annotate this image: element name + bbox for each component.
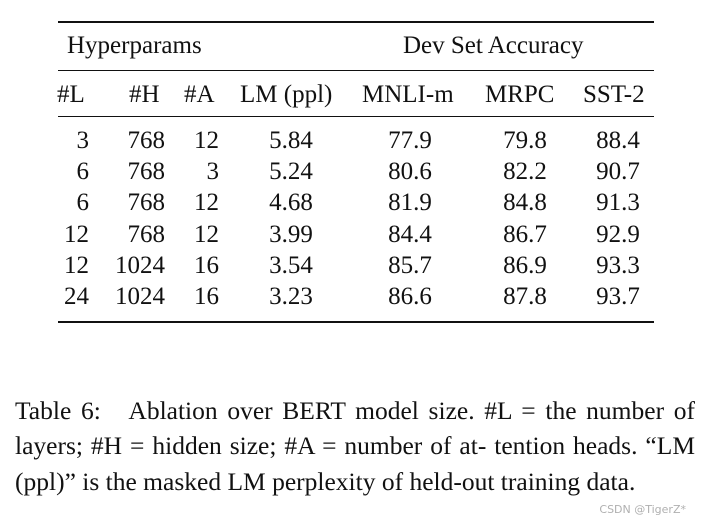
group-header-dev-set-accuracy: Dev Set Accuracy	[403, 32, 584, 59]
column-header-sst-2: SST-2	[583, 81, 645, 108]
cell-mnli-m: 84.4	[388, 221, 432, 248]
cell-layers: 6	[76, 189, 90, 216]
column-header-attention-heads: #A	[184, 81, 215, 108]
cell-lm-ppl: 5.24	[269, 158, 313, 185]
cell-hidden-size: 768	[127, 221, 166, 248]
cell-attention-heads: 3	[206, 158, 220, 185]
cell-lm-ppl: 4.68	[269, 189, 313, 216]
cell-mnli-m: 81.9	[388, 189, 432, 216]
cell-mrpc: 86.7	[503, 221, 547, 248]
cell-hidden-size: 768	[127, 158, 166, 185]
table-caption: Table 6: Ablation over BERT model size. …	[15, 393, 695, 500]
cell-hidden-size: 1024	[115, 283, 165, 310]
cell-mnli-m: 85.7	[388, 252, 432, 279]
cell-hidden-size: 768	[127, 189, 166, 216]
column-header-layers: #L	[57, 81, 85, 108]
cell-hidden-size: 768	[127, 127, 166, 154]
column-header-mnli-m: MNLI-m	[362, 81, 454, 108]
cell-layers: 12	[64, 221, 89, 248]
cell-attention-heads: 12	[194, 189, 219, 216]
caption-text: Ablation over BERT model size. #L = the …	[15, 395, 695, 496]
cell-sst-2: 90.7	[596, 158, 640, 185]
caption-label: Table 6:	[15, 395, 101, 425]
cell-sst-2: 91.3	[596, 189, 640, 216]
cell-mrpc: 84.8	[503, 189, 547, 216]
cell-hidden-size: 1024	[115, 252, 165, 279]
cell-mnli-m: 86.6	[388, 283, 432, 310]
cell-mnli-m: 80.6	[388, 158, 432, 185]
cell-sst-2: 93.7	[596, 283, 640, 310]
cell-sst-2: 93.3	[596, 252, 640, 279]
cell-layers: 12	[64, 252, 89, 279]
cell-lm-ppl: 3.54	[269, 252, 313, 279]
table-bottom-rule	[58, 321, 654, 323]
cell-attention-heads: 12	[194, 221, 219, 248]
cell-attention-heads: 16	[194, 252, 219, 279]
table-group-rule	[58, 70, 654, 71]
cell-layers: 3	[76, 127, 90, 154]
cell-mrpc: 82.2	[503, 158, 547, 185]
cell-mrpc: 86.9	[503, 252, 547, 279]
group-header-hyperparams: Hyperparams	[67, 32, 202, 59]
cell-attention-heads: 16	[194, 283, 219, 310]
cell-lm-ppl: 5.84	[269, 127, 313, 154]
column-header-hidden-size: #H	[129, 81, 160, 108]
column-header-mrpc: MRPC	[485, 81, 555, 108]
table-header-rule	[58, 116, 654, 117]
cell-layers: 6	[76, 158, 90, 185]
cell-attention-heads: 12	[194, 127, 219, 154]
cell-sst-2: 92.9	[596, 221, 640, 248]
cell-layers: 24	[64, 283, 89, 310]
watermark: CSDN @TigerZ*	[599, 503, 686, 516]
cell-sst-2: 88.4	[596, 127, 640, 154]
column-header-lm-ppl: LM (ppl)	[240, 81, 333, 108]
cell-lm-ppl: 3.23	[269, 283, 313, 310]
cell-mnli-m: 77.9	[388, 127, 432, 154]
cell-mrpc: 79.8	[503, 127, 547, 154]
table-top-rule	[58, 21, 654, 23]
cell-mrpc: 87.8	[503, 283, 547, 310]
cell-lm-ppl: 3.99	[269, 221, 313, 248]
